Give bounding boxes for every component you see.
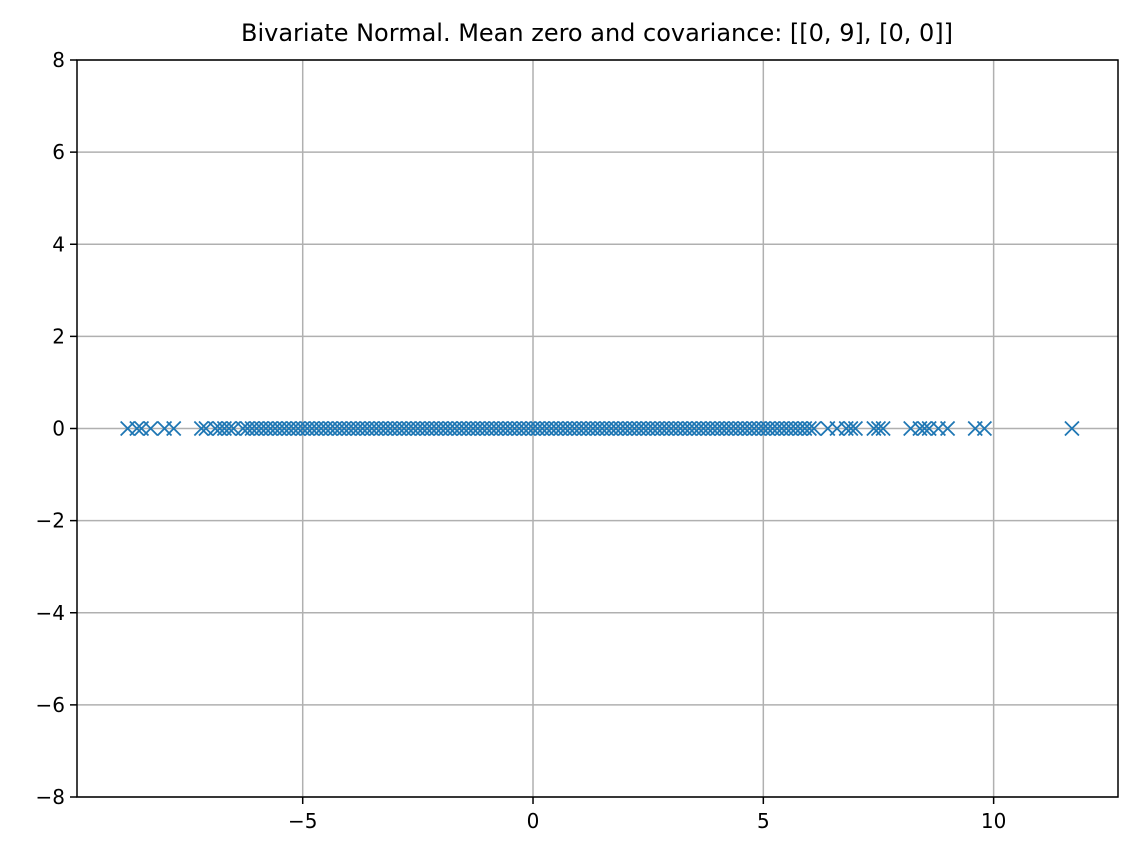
data-point xyxy=(143,420,159,437)
data-point xyxy=(1064,420,1080,437)
data-point xyxy=(870,420,887,437)
y-tick-label: 2 xyxy=(52,324,65,348)
y-tick-label: 4 xyxy=(52,232,65,256)
y-axis: −8 −6 −4 −2 0 2 4 6 8 xyxy=(36,48,77,809)
data-point xyxy=(193,420,210,437)
data-point xyxy=(875,420,891,437)
y-tick-label: 8 xyxy=(52,48,65,72)
data-point xyxy=(166,420,182,437)
y-tick-label: −4 xyxy=(36,601,65,625)
data-point xyxy=(221,420,237,437)
y-tick-label: −6 xyxy=(36,693,65,717)
data-point xyxy=(129,420,145,437)
data-point xyxy=(976,420,993,437)
y-tick-label: 0 xyxy=(52,417,65,441)
data-point xyxy=(806,420,822,437)
chart-title: Bivariate Normal. Mean zero and covarian… xyxy=(241,19,953,47)
data-point xyxy=(843,420,859,437)
data-point xyxy=(939,420,956,437)
x-tick-label: 10 xyxy=(981,809,1006,833)
data-point xyxy=(847,420,864,437)
x-tick-label: −5 xyxy=(288,809,317,833)
y-tick-label: −2 xyxy=(36,509,65,533)
y-tick-label: 6 xyxy=(52,140,65,164)
data-point xyxy=(801,420,818,437)
data-point xyxy=(916,420,933,437)
y-tick-label: −8 xyxy=(36,785,65,809)
x-axis: −5 0 5 10 xyxy=(288,797,1006,833)
x-tick-label: 0 xyxy=(527,809,540,833)
x-tick-label: 5 xyxy=(757,809,770,833)
data-points xyxy=(120,420,1080,437)
